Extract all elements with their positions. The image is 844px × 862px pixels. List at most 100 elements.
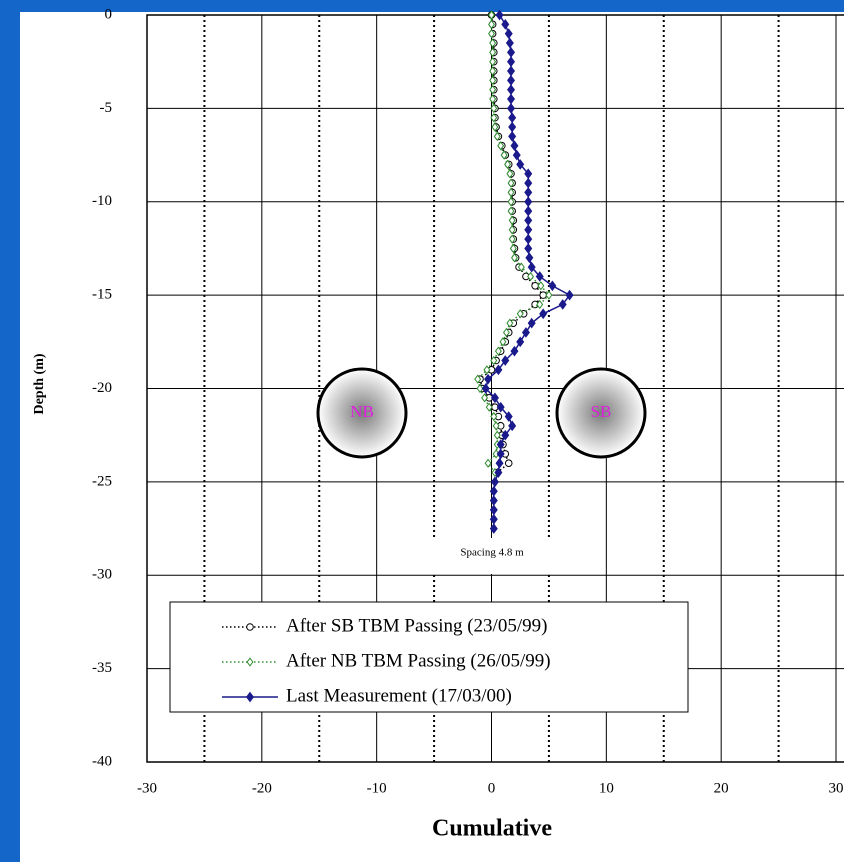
- data-point: [507, 103, 516, 114]
- data-point: [517, 262, 525, 272]
- annotation: Spacing 4.8 m: [460, 547, 524, 559]
- y-tick-label: -10: [92, 193, 112, 209]
- data-point: [489, 57, 497, 67]
- data-point: [535, 271, 544, 282]
- data-point: [548, 280, 557, 292]
- chart-background: [20, 12, 844, 862]
- y-tick-label: -20: [92, 380, 112, 396]
- data-point: [501, 429, 510, 441]
- data-point: [502, 327, 510, 338]
- data-point: [485, 402, 493, 412]
- data-point: [481, 383, 490, 394]
- data-point: [545, 290, 553, 300]
- data-point: [516, 336, 525, 348]
- data-point: [496, 448, 505, 460]
- data-point: [499, 337, 507, 347]
- data-point: [509, 243, 517, 254]
- data-point: [524, 243, 533, 254]
- y-tick-label: -40: [92, 753, 112, 769]
- data-point: [521, 327, 530, 338]
- tunnel-label: SB: [591, 402, 612, 421]
- y-axis-label: Depth (m): [32, 353, 47, 414]
- data-point: [489, 523, 498, 534]
- data-point: [510, 345, 519, 357]
- annotation-box: [420, 538, 560, 574]
- legend-marker: [246, 623, 254, 631]
- data-point: [512, 149, 521, 161]
- data-point: [476, 383, 484, 394]
- data-point: [505, 37, 514, 49]
- data-point: [489, 85, 497, 95]
- legend-marker: [246, 691, 254, 703]
- data-point: [497, 141, 505, 151]
- data-point: [488, 10, 495, 20]
- data-point: [500, 150, 508, 160]
- data-point: [516, 309, 524, 319]
- data-point: [501, 19, 510, 30]
- data-point: [490, 103, 498, 114]
- tunnel-label: NB: [350, 402, 374, 421]
- data-point: [504, 411, 513, 422]
- data-point: [558, 299, 567, 310]
- data-point: [484, 373, 493, 385]
- data-point: [508, 234, 516, 244]
- data-point: [516, 159, 525, 170]
- y-tick-label: -30: [92, 567, 112, 583]
- data-point: [495, 9, 504, 21]
- data-point: [501, 355, 510, 366]
- x-tick-label: 0: [488, 780, 496, 796]
- y-tick-label: -35: [92, 660, 112, 676]
- data-point: [490, 355, 498, 366]
- data-point: [506, 318, 514, 328]
- x-tick-label: -10: [367, 780, 387, 796]
- data-point: [490, 411, 498, 422]
- data-point: [527, 317, 536, 329]
- data-point: [493, 131, 501, 142]
- tunnel: [555, 367, 647, 459]
- data-point: [565, 289, 574, 301]
- legend-marker: [246, 657, 254, 667]
- x-axis-label: Cumulative: [432, 816, 552, 842]
- y-tick-label: -25: [92, 473, 112, 489]
- data-point: [494, 467, 503, 478]
- data-point: [491, 122, 499, 132]
- data-point: [494, 346, 502, 356]
- data-point: [489, 38, 497, 48]
- data-point: [527, 261, 536, 273]
- data-point: [489, 47, 497, 57]
- data-point: [504, 459, 513, 468]
- data-point: [489, 94, 497, 104]
- data-point: [481, 393, 489, 403]
- x-tick-label: -20: [252, 780, 272, 796]
- data-point: [507, 197, 515, 207]
- data-point: [539, 308, 548, 320]
- x-tick-label: 20: [714, 780, 729, 796]
- data-point: [474, 374, 482, 384]
- data-point: [527, 271, 535, 282]
- data-point: [483, 365, 491, 375]
- x-tick-label: 10: [599, 780, 614, 796]
- data-point: [490, 113, 498, 123]
- data-point: [493, 430, 501, 440]
- data-point: [504, 159, 512, 170]
- data-point: [525, 252, 534, 264]
- data-point: [537, 281, 545, 291]
- data-point: [496, 401, 505, 413]
- data-point: [492, 421, 500, 431]
- data-point: [506, 169, 514, 179]
- legend-label: Last Measurement (17/03/00): [286, 685, 512, 706]
- legend-label: After SB TBM Passing (23/05/99): [286, 615, 547, 636]
- x-tick-label: 30: [829, 780, 844, 796]
- data-point: [507, 178, 515, 188]
- data-point: [489, 66, 497, 76]
- data-point: [508, 131, 517, 142]
- data-point: [507, 206, 515, 216]
- legend-box: [169, 601, 689, 713]
- data-point: [504, 28, 513, 40]
- data-point: [510, 253, 518, 263]
- y-tick-label: -15: [92, 287, 112, 303]
- data-point: [507, 187, 515, 198]
- legend-label: After NB TBM Passing (26/05/99): [286, 650, 551, 671]
